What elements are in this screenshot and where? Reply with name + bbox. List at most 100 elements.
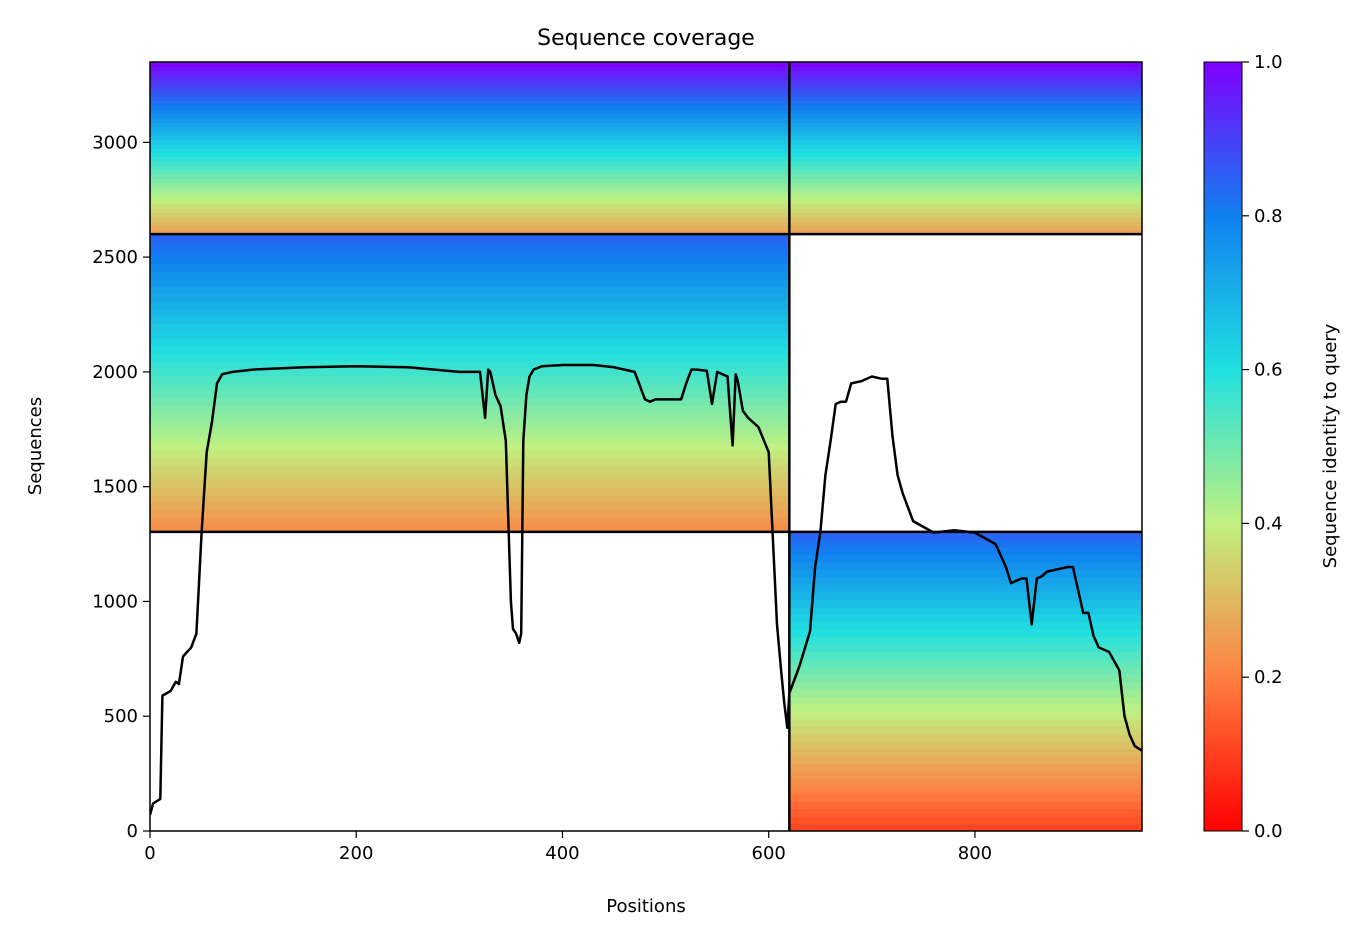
coverage-band (150, 109, 790, 115)
coverage-band (789, 644, 1142, 653)
x-tick-label: 200 (339, 843, 373, 864)
coverage-band (789, 554, 1142, 563)
x-tick-label: 0 (144, 843, 155, 864)
coverage-band (150, 122, 790, 128)
colorbar (1203, 61, 1243, 832)
coverage-band (150, 204, 790, 209)
coverage-band (789, 591, 1142, 600)
coverage-band (789, 823, 1142, 831)
coverage-band (150, 256, 790, 265)
coverage-band (789, 673, 1142, 683)
coverage-band (150, 316, 790, 325)
coverage-band (789, 109, 1142, 115)
coverage-band (789, 621, 1142, 630)
plot-frame (149, 61, 1143, 832)
x-tick-label: 400 (545, 843, 579, 864)
coverage-band (789, 173, 1142, 179)
colorbar-tick-label: 0.6 (1254, 360, 1283, 381)
coverage-band (789, 569, 1142, 578)
coverage-band (789, 786, 1142, 795)
coverage-band (789, 666, 1142, 675)
x-tick-label: 800 (958, 843, 992, 864)
y-tick-label: 1500 (92, 477, 138, 498)
coverage-band (150, 517, 790, 526)
coverage-band (789, 606, 1142, 615)
coverage-band (789, 117, 1142, 123)
coverage-band (150, 286, 790, 295)
coverage-band (789, 561, 1142, 570)
coverage-band (150, 234, 790, 243)
x-axis-label: Positions (606, 896, 685, 917)
coverage-band (150, 130, 790, 136)
y-tick-label: 0 (127, 821, 138, 842)
coverage-band (789, 208, 1142, 214)
coverage-band (150, 87, 790, 93)
coverage-band (150, 271, 790, 280)
coverage-band (150, 405, 790, 414)
coverage-band (789, 651, 1142, 660)
coverage-band (150, 330, 790, 339)
colorbar-tick-label: 0.4 (1254, 513, 1283, 534)
coverage-block (150, 62, 790, 235)
coverage-band (789, 726, 1142, 735)
coverage-band (789, 711, 1142, 720)
x-axis: 0 200 400 600 800 (144, 831, 992, 864)
coverage-band (150, 62, 790, 67)
coverage-band (789, 629, 1142, 638)
coverage-band (150, 390, 790, 399)
coverage-band (150, 169, 790, 175)
coverage-band (789, 62, 1142, 67)
coverage-band (789, 156, 1142, 162)
coverage-band (789, 83, 1142, 89)
coverage-band (150, 494, 790, 503)
coverage-band (150, 427, 790, 436)
coverage-band (150, 278, 790, 287)
coverage-band (789, 169, 1142, 175)
coverage-band (150, 143, 790, 149)
coverage-band (150, 160, 790, 166)
coverage-band (789, 66, 1142, 72)
coverage-band (150, 308, 790, 317)
coverage-block (789, 531, 1142, 831)
colorbar-axis: 0.0 0.2 0.4 0.6 0.8 1.0 (1242, 52, 1283, 842)
y-tick-label: 2000 (92, 362, 138, 383)
coverage-band (150, 375, 790, 384)
coverage-band (150, 397, 790, 406)
coverage-band (150, 479, 790, 488)
coverage-band (150, 152, 790, 158)
coverage-band (150, 383, 790, 392)
coverage-band (150, 524, 790, 533)
coverage-band (789, 182, 1142, 188)
coverage-band (150, 70, 790, 76)
coverage-band (789, 229, 1142, 235)
colorbar-label: Sequence identity to query (1320, 323, 1341, 568)
coverage-band (150, 113, 790, 119)
coverage-band (789, 204, 1142, 209)
coverage-block (150, 234, 790, 533)
coverage-band (150, 293, 790, 302)
coverage-band (150, 338, 790, 347)
coverage-band (789, 778, 1142, 787)
coverage-band (789, 703, 1142, 712)
coverage-band (789, 87, 1142, 93)
coverage-band (789, 74, 1142, 80)
coverage-band (150, 173, 790, 179)
y-tick-label: 500 (104, 706, 138, 727)
coverage-band (150, 221, 790, 227)
coverage-band (789, 771, 1142, 780)
coverage-band (150, 345, 790, 354)
coverage-band (789, 221, 1142, 227)
coverage-band (789, 696, 1142, 705)
coverage-band (150, 105, 790, 110)
coverage-band (789, 741, 1142, 750)
coverage-band (789, 816, 1142, 825)
coverage-band (789, 130, 1142, 136)
x-tick-label: 600 (752, 843, 786, 864)
coverage-band (789, 546, 1142, 555)
coverage-band (150, 442, 790, 451)
coverage-band (789, 126, 1142, 132)
colorbar-tick-label: 0.2 (1254, 667, 1283, 688)
coverage-band (150, 450, 790, 459)
coverage-band (150, 117, 790, 123)
coverage-band (789, 79, 1142, 85)
